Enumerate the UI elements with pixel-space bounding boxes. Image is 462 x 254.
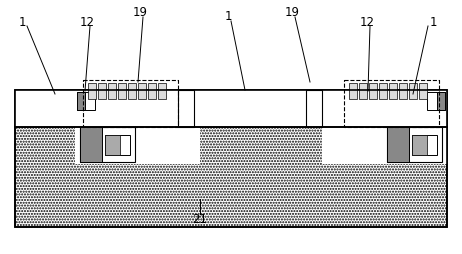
Bar: [389, 84, 397, 100]
Bar: [148, 84, 156, 100]
Bar: [98, 84, 106, 100]
Text: 1: 1: [224, 10, 232, 23]
Bar: [80, 128, 102, 162]
Bar: [409, 84, 417, 100]
Bar: [387, 128, 409, 162]
Bar: [437, 93, 445, 110]
Text: 1: 1: [18, 15, 26, 28]
Bar: [128, 84, 136, 100]
Bar: [419, 84, 427, 100]
Bar: [108, 84, 116, 100]
Bar: [15, 91, 447, 128]
Bar: [412, 135, 427, 155]
Text: 12: 12: [359, 15, 375, 28]
Bar: [178, 91, 194, 128]
Bar: [322, 91, 447, 164]
Text: 1: 1: [429, 15, 437, 28]
Bar: [359, 84, 367, 100]
Text: 12: 12: [79, 15, 95, 28]
Bar: [306, 91, 322, 128]
Bar: [369, 84, 377, 100]
Bar: [15, 128, 447, 227]
Bar: [200, 91, 447, 128]
Text: 19: 19: [133, 6, 147, 19]
Bar: [412, 135, 437, 155]
Text: 19: 19: [285, 6, 299, 19]
Bar: [105, 135, 120, 155]
Bar: [138, 84, 146, 100]
Bar: [427, 93, 445, 110]
Bar: [158, 84, 166, 100]
Bar: [77, 93, 95, 110]
Bar: [15, 128, 447, 227]
Bar: [77, 93, 85, 110]
Text: 21: 21: [193, 213, 207, 226]
Bar: [15, 91, 75, 128]
Bar: [399, 84, 407, 100]
Bar: [15, 91, 447, 128]
Bar: [83, 81, 178, 128]
Bar: [349, 84, 357, 100]
Bar: [387, 128, 442, 162]
Bar: [80, 128, 135, 162]
Bar: [379, 84, 387, 100]
Bar: [75, 91, 200, 164]
Bar: [88, 84, 96, 100]
Bar: [118, 84, 126, 100]
Bar: [344, 81, 439, 128]
Bar: [105, 135, 130, 155]
